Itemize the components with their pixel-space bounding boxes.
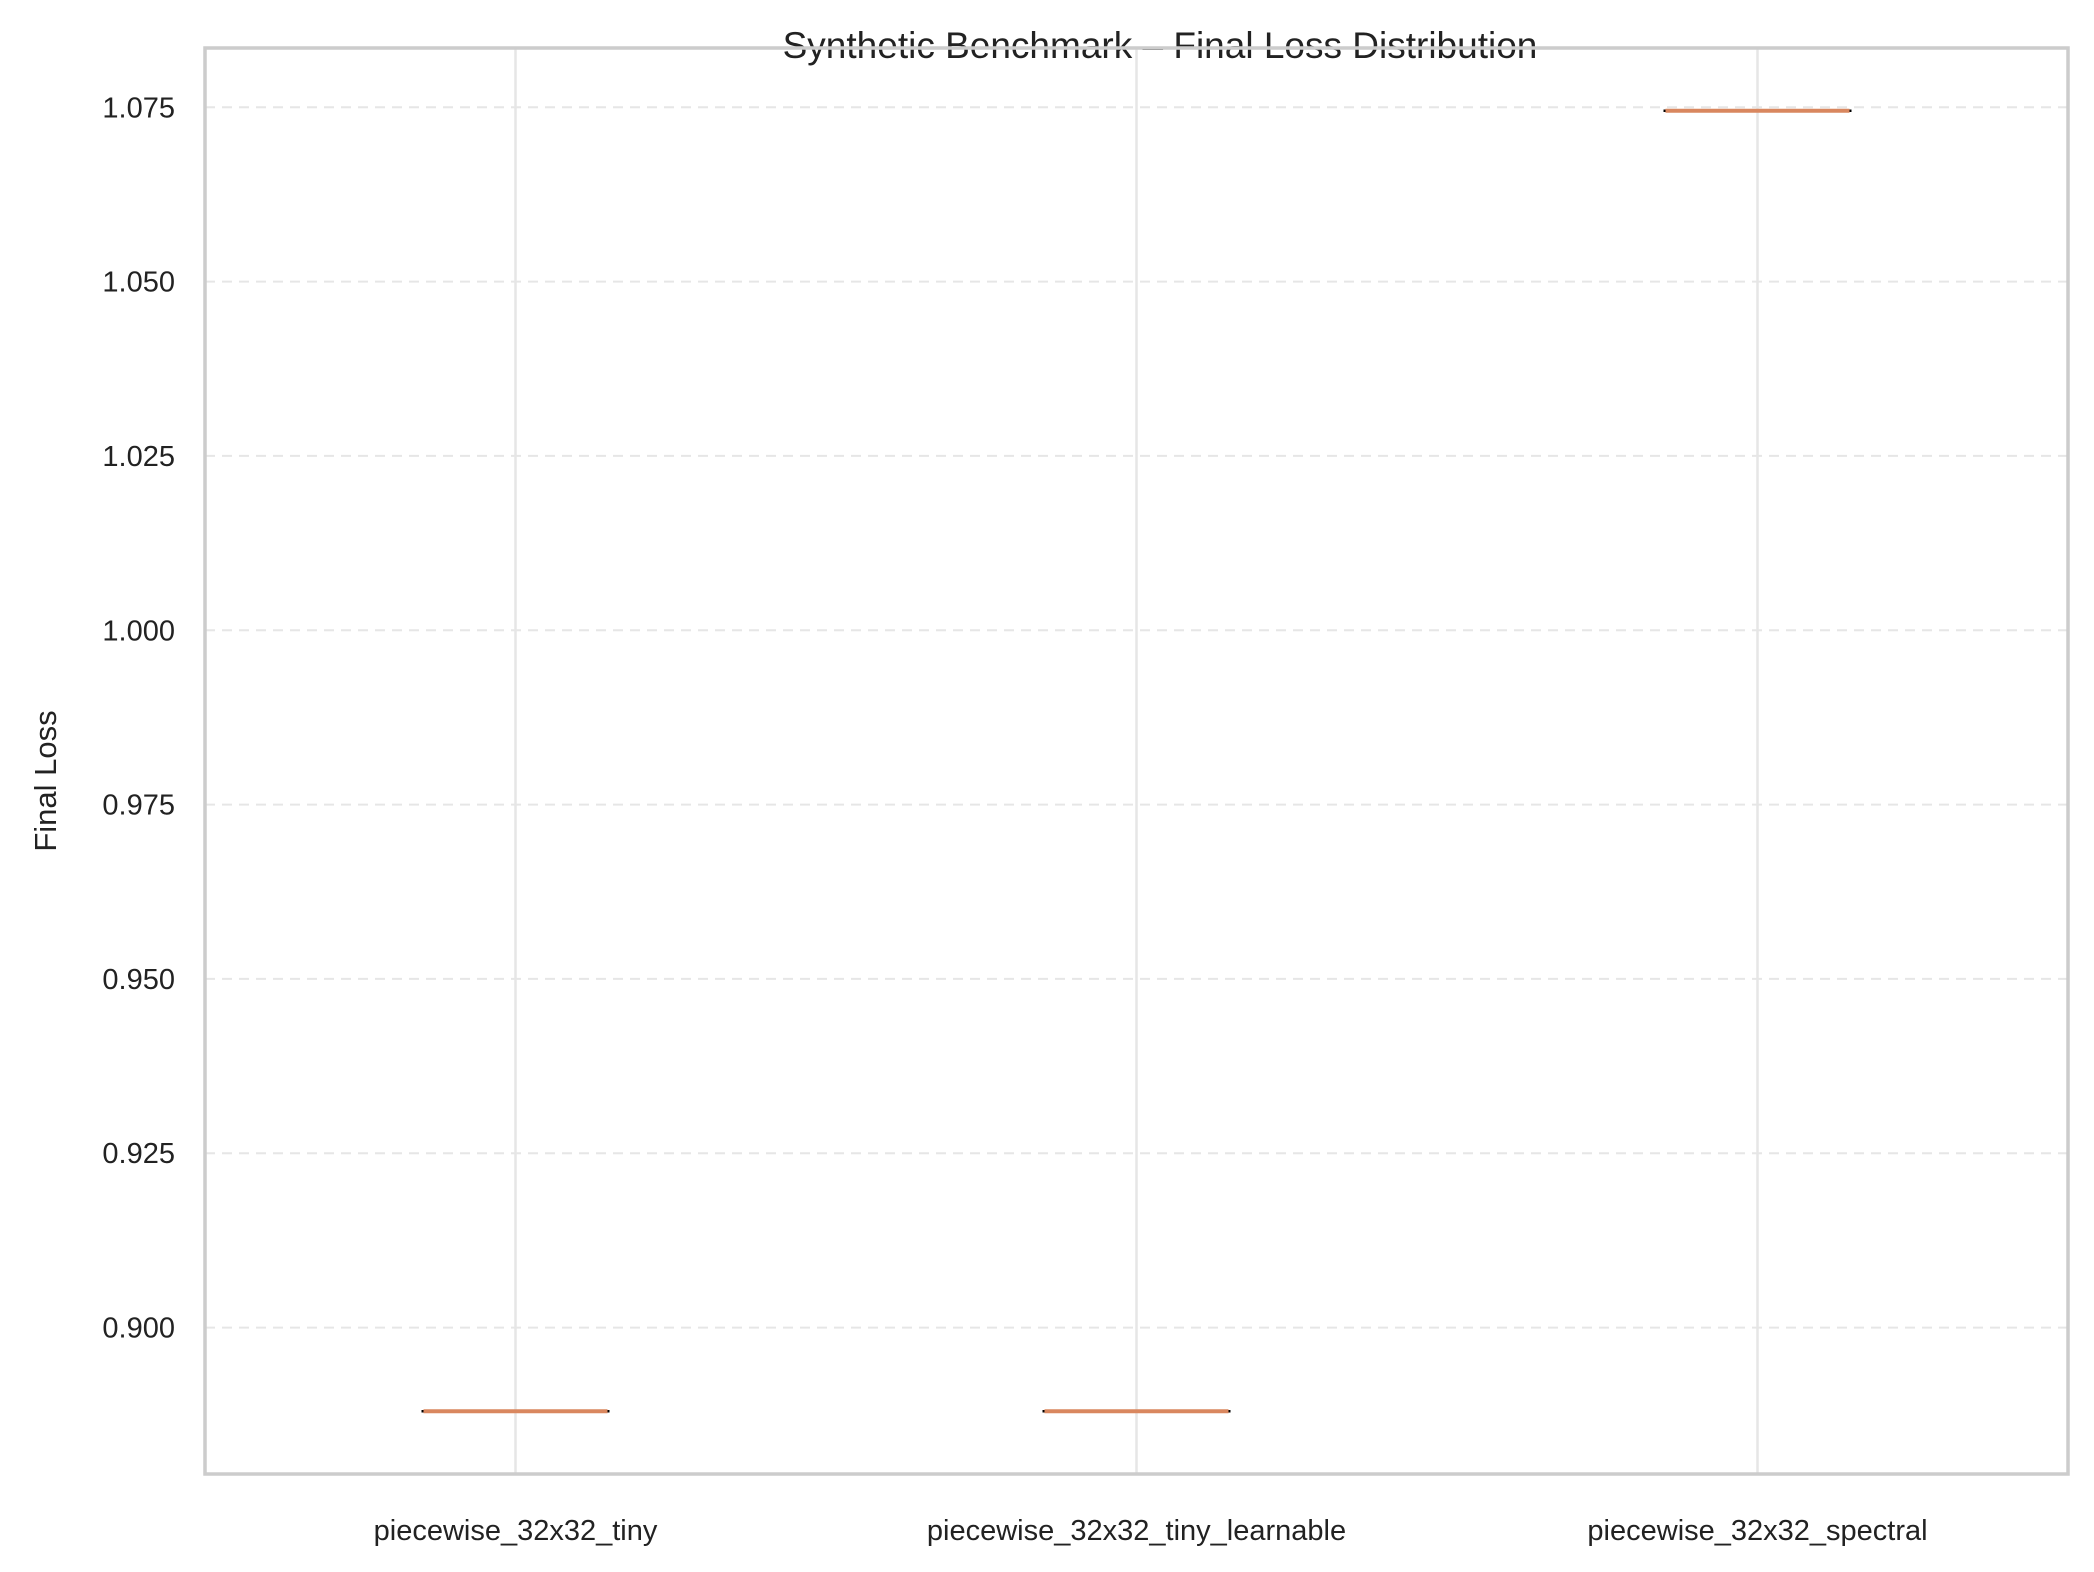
y-tick-label: 1.025 bbox=[102, 441, 175, 473]
y-tick-label: 1.050 bbox=[102, 267, 175, 299]
y-tick-labels: 0.900 0.925 0.950 0.975 1.000 1.025 1.050 1.075 bbox=[102, 92, 175, 1344]
x-tick-label: piecewise_32x32_tiny bbox=[374, 1515, 658, 1547]
y-tick-label: 1.075 bbox=[102, 92, 175, 124]
box-series bbox=[421, 108, 1852, 1414]
y-tick-label: 0.950 bbox=[102, 964, 175, 996]
y-axis-label: Final Loss bbox=[28, 710, 63, 851]
y-tick-label: 0.925 bbox=[102, 1138, 175, 1170]
chart-title: Synthetic Benchmark – Final Loss Distrib… bbox=[783, 25, 1538, 66]
y-tick-label: 0.900 bbox=[102, 1313, 175, 1345]
x-tick-labels: piecewise_32x32_tiny piecewise_32x32_tiny… bbox=[374, 1515, 1928, 1547]
x-tick-label: piecewise_32x32_tiny_learnable bbox=[927, 1515, 1346, 1547]
y-tick-label: 0.975 bbox=[102, 790, 175, 822]
plot-frame bbox=[203, 46, 2070, 1476]
grid-lines bbox=[205, 48, 2068, 1474]
x-tick-label: piecewise_32x32_spectral bbox=[1587, 1515, 1927, 1547]
y-tick-label: 1.000 bbox=[102, 615, 175, 647]
